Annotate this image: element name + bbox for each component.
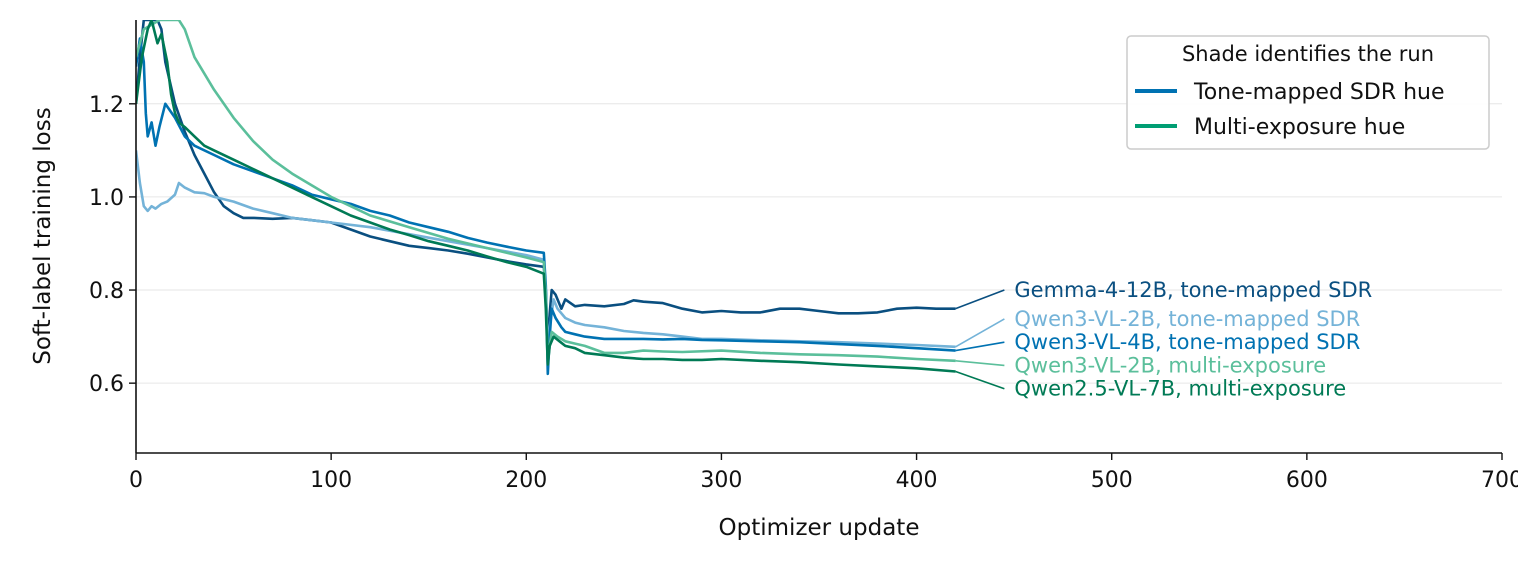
series-line-0 bbox=[136, 20, 956, 348]
legend: Shade identifies the run Tone-mapped SDR… bbox=[1126, 35, 1490, 150]
x-tick-label-4: 400 bbox=[896, 468, 938, 493]
series-label-connector-4 bbox=[955, 370, 1005, 390]
x-tick-label-0: 0 bbox=[129, 468, 143, 493]
legend-label-0: Tone-mapped SDR hue bbox=[1193, 80, 1445, 105]
legend-label-1: Multi-exposure hue bbox=[1194, 115, 1405, 140]
x-tick-label-1: 100 bbox=[310, 468, 352, 493]
series-line-2 bbox=[136, 37, 956, 376]
legend-box bbox=[1126, 35, 1490, 150]
y-tick-label-2: 1.0 bbox=[89, 186, 124, 211]
series-label-connector-1 bbox=[955, 318, 1005, 348]
series-label-connector-3 bbox=[955, 360, 1005, 367]
series-line-4 bbox=[136, 20, 956, 373]
series-lines bbox=[136, 20, 956, 376]
x-axis-ticks: 0 100 200 300 400 500 600 700 bbox=[129, 453, 1518, 493]
y-axis-title: Soft-label training loss bbox=[30, 107, 56, 364]
x-tick-label-2: 200 bbox=[505, 468, 547, 493]
y-tick-label-3: 1.2 bbox=[89, 93, 124, 118]
y-axis-ticks: 0.6 0.8 1.0 1.2 bbox=[89, 93, 136, 397]
axes bbox=[135, 20, 1502, 454]
series-end-label-0: Gemma-4-12B, tone-mapped SDR bbox=[1014, 278, 1372, 302]
y-tick-label-0: 0.6 bbox=[89, 372, 124, 397]
series-end-label-3: Qwen3-VL-2B, multi-exposure bbox=[1014, 353, 1326, 377]
legend-title: Shade identifies the run bbox=[1182, 42, 1434, 66]
series-end-labels: Gemma-4-12B, tone-mapped SDR Qwen3-VL-2B,… bbox=[955, 278, 1372, 401]
x-tick-label-5: 500 bbox=[1091, 468, 1133, 493]
series-end-label-2: Qwen3-VL-4B, tone-mapped SDR bbox=[1014, 330, 1360, 354]
series-end-label-4: Qwen2.5-VL-7B, multi-exposure bbox=[1014, 377, 1346, 401]
series-label-connector-0 bbox=[955, 289, 1005, 310]
series-end-label-1: Qwen3-VL-2B, tone-mapped SDR bbox=[1014, 307, 1360, 331]
x-tick-label-6: 600 bbox=[1286, 468, 1328, 493]
x-tick-label-3: 300 bbox=[700, 468, 742, 493]
x-tick-label-7: 700 bbox=[1481, 468, 1518, 493]
x-axis-title: Optimizer update bbox=[719, 515, 920, 541]
series-label-connector-2 bbox=[955, 341, 1005, 352]
series-line-3 bbox=[136, 20, 956, 363]
y-tick-label-1: 0.8 bbox=[89, 279, 124, 304]
